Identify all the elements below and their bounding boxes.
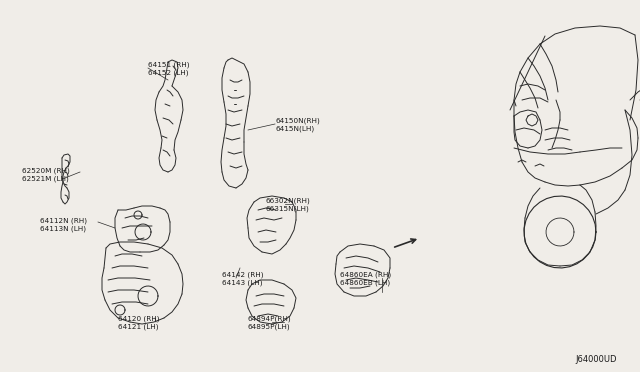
Text: 64112N (RH)
64113N (LH): 64112N (RH) 64113N (LH): [40, 218, 87, 232]
Text: 66302N(RH)
66315N(LH): 66302N(RH) 66315N(LH): [265, 198, 310, 212]
Text: 64894P(RH)
64895P(LH): 64894P(RH) 64895P(LH): [248, 316, 292, 330]
Text: 62520M (RH)
62521M (LH): 62520M (RH) 62521M (LH): [22, 168, 70, 182]
Text: 64151 (RH)
64152 (LH): 64151 (RH) 64152 (LH): [148, 62, 189, 76]
Text: 64120 (RH)
64121 (LH): 64120 (RH) 64121 (LH): [118, 316, 159, 330]
Text: 64860EA (RH)
64860EB (LH): 64860EA (RH) 64860EB (LH): [340, 272, 391, 286]
Text: 64142 (RH)
64143 (LH): 64142 (RH) 64143 (LH): [222, 272, 264, 286]
Text: J64000UD: J64000UD: [575, 355, 616, 364]
Text: 64150N(RH)
6415N(LH): 64150N(RH) 6415N(LH): [275, 118, 320, 132]
